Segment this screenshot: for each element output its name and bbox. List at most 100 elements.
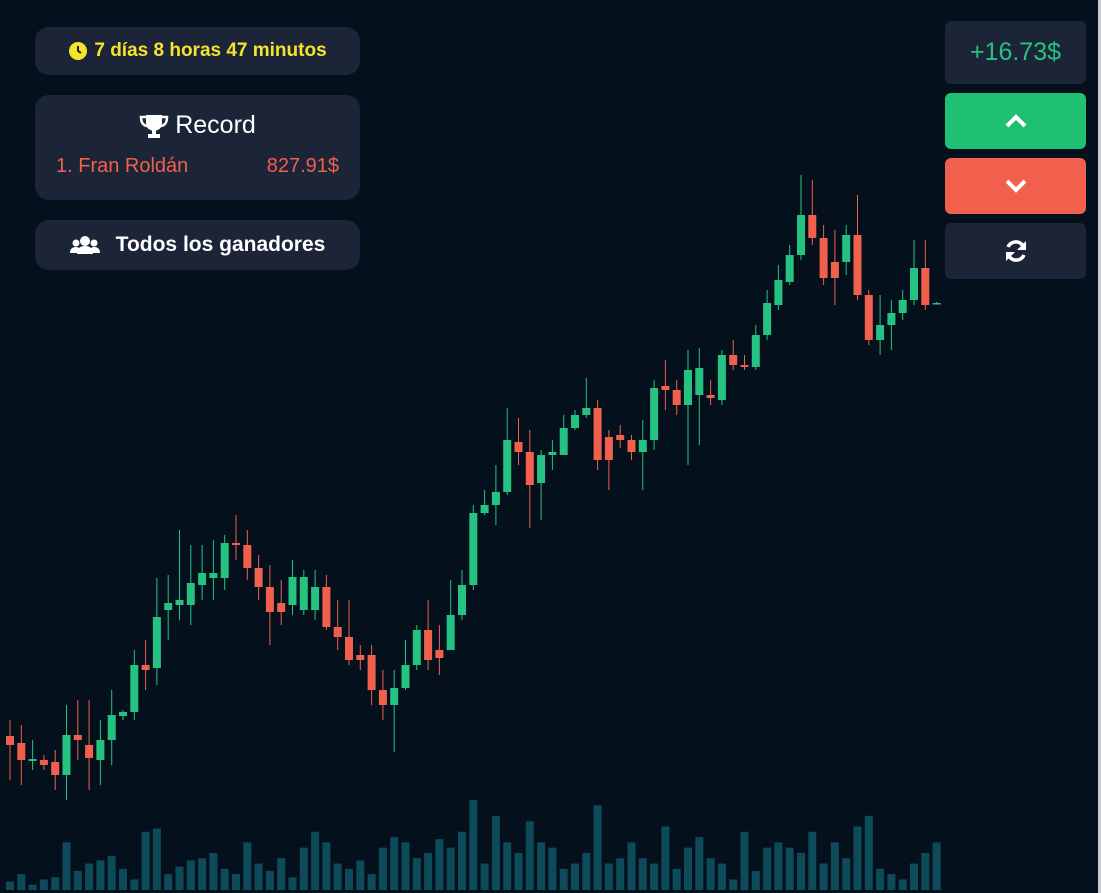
volume-bar bbox=[593, 805, 602, 890]
candle-body bbox=[559, 428, 568, 455]
volume-bar bbox=[627, 842, 636, 890]
volume-bar bbox=[254, 863, 263, 890]
candle-body bbox=[661, 386, 670, 390]
candle-body bbox=[548, 452, 557, 455]
candle-body bbox=[864, 295, 873, 340]
volume-bar bbox=[921, 852, 930, 890]
trophy-icon bbox=[139, 114, 169, 138]
volume-bar bbox=[322, 842, 331, 890]
volume-bar bbox=[650, 863, 659, 890]
volume-bar bbox=[6, 881, 14, 890]
volume-bar bbox=[706, 858, 715, 890]
volume-bar bbox=[774, 842, 783, 890]
volume-bar bbox=[684, 847, 692, 890]
candle-body bbox=[785, 255, 794, 282]
volume-bar bbox=[830, 842, 839, 890]
volume-bar bbox=[333, 863, 342, 890]
candle-body bbox=[571, 415, 579, 428]
candle-body bbox=[130, 665, 139, 712]
volume-bar bbox=[243, 842, 252, 890]
refresh-button[interactable] bbox=[945, 223, 1086, 279]
volume-bar bbox=[299, 847, 308, 890]
refresh-icon bbox=[1005, 240, 1026, 262]
volume-bar bbox=[751, 870, 760, 890]
candle-body bbox=[910, 268, 918, 300]
volume-bar bbox=[152, 828, 161, 890]
candle-body bbox=[254, 568, 263, 587]
volume-bar bbox=[616, 858, 625, 890]
candle-body bbox=[706, 395, 715, 398]
candle-body bbox=[186, 583, 195, 605]
volume-bar bbox=[28, 884, 37, 890]
candle-body bbox=[650, 388, 659, 440]
candle-body bbox=[491, 492, 500, 505]
candle-body bbox=[921, 268, 930, 305]
volume-bar bbox=[819, 863, 828, 890]
volume-bar bbox=[277, 858, 286, 890]
volume-bar bbox=[876, 868, 885, 890]
candle-body bbox=[672, 390, 681, 405]
volume-bar bbox=[910, 863, 918, 890]
volume-bar bbox=[367, 874, 376, 890]
candle-body bbox=[480, 505, 489, 513]
record-title: Record bbox=[175, 111, 256, 139]
candle-body bbox=[717, 355, 726, 400]
volume-bar bbox=[491, 815, 500, 890]
winners-button[interactable]: Todos los ganadores bbox=[35, 220, 360, 270]
volume-bar bbox=[763, 847, 772, 890]
candle-body bbox=[220, 543, 229, 578]
users-icon bbox=[69, 236, 100, 254]
candle-body bbox=[62, 735, 71, 775]
candle-body bbox=[333, 627, 342, 637]
candle-body bbox=[853, 235, 862, 295]
candle-body bbox=[435, 650, 444, 658]
candle-body bbox=[243, 545, 252, 568]
down-button[interactable] bbox=[945, 158, 1086, 214]
winners-label: Todos los ganadores bbox=[115, 233, 326, 256]
volume-bar bbox=[717, 863, 726, 890]
candle-body bbox=[819, 238, 828, 278]
candle-body bbox=[525, 452, 534, 485]
volume-bar bbox=[265, 870, 274, 890]
volume-bar bbox=[525, 821, 534, 890]
volume-bar bbox=[514, 852, 523, 890]
candle-body bbox=[311, 587, 320, 610]
volume-bar bbox=[164, 874, 173, 890]
clock-icon bbox=[69, 42, 88, 60]
candle-body bbox=[345, 637, 353, 660]
candle-body bbox=[797, 215, 805, 255]
profit-display: +16.73$ bbox=[945, 21, 1086, 84]
candle-body bbox=[469, 513, 478, 585]
candle-body bbox=[28, 759, 37, 761]
volume-bar bbox=[401, 842, 410, 890]
volume-bar bbox=[480, 863, 489, 890]
candle-body bbox=[164, 603, 173, 610]
record-header: Record bbox=[35, 111, 360, 140]
volume-bar bbox=[898, 879, 907, 890]
candle-body bbox=[299, 577, 308, 610]
profit: +16.73$ bbox=[969, 38, 1062, 66]
candle-body bbox=[96, 740, 105, 760]
volume-bar bbox=[198, 858, 207, 890]
candle-body bbox=[446, 615, 455, 650]
volume-bar bbox=[446, 847, 455, 890]
candle-body bbox=[198, 573, 207, 585]
volume-bar bbox=[797, 852, 805, 890]
volume-bar bbox=[435, 839, 444, 890]
volume-bar bbox=[503, 842, 512, 890]
candle-body bbox=[751, 335, 760, 367]
candle-body bbox=[616, 435, 625, 440]
up-button[interactable] bbox=[945, 93, 1086, 149]
volume-bar bbox=[424, 852, 433, 890]
volume-bar bbox=[661, 826, 670, 890]
volume-bar bbox=[412, 858, 421, 890]
candle-body bbox=[119, 712, 127, 716]
volume-bar bbox=[311, 831, 320, 890]
volume-bar bbox=[548, 847, 557, 890]
volume-bar bbox=[740, 831, 749, 890]
record-amount: 827.91$ bbox=[266, 155, 339, 177]
volume-bar bbox=[141, 831, 150, 890]
volume-bar bbox=[51, 877, 60, 890]
candle-body bbox=[152, 617, 161, 668]
volume-bar bbox=[288, 877, 297, 890]
